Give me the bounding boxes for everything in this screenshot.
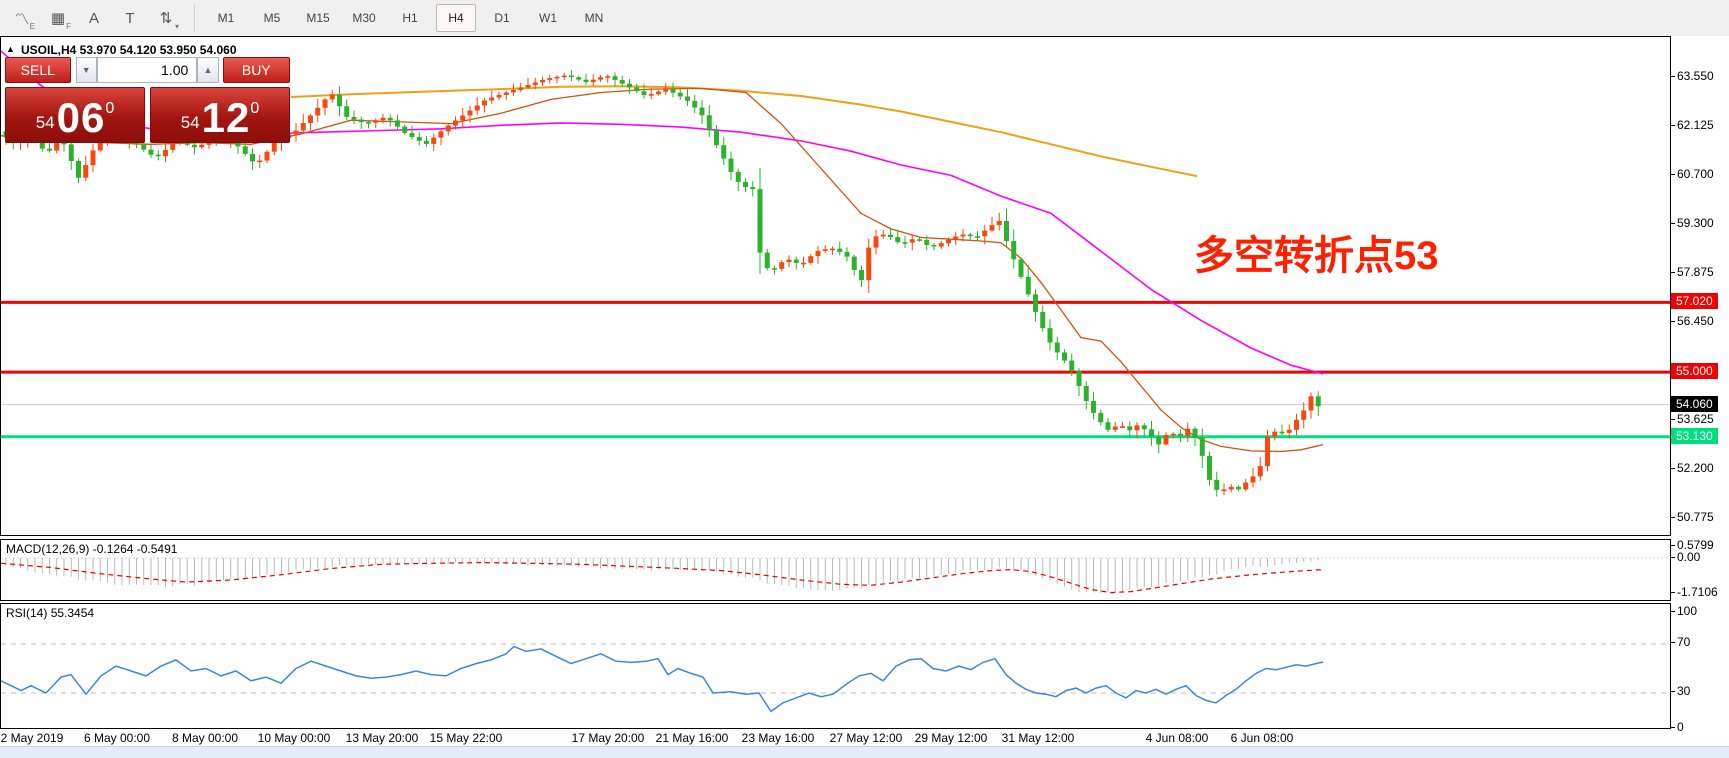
price-tick-label: 56.450 [1671, 314, 1714, 328]
price-level-badge: 53.130 [1671, 427, 1718, 444]
time-tick-label: 6 May 00:00 [83, 731, 151, 745]
chart-window: ▲ USOIL,H4 53.970 54.120 53.950 54.060 S… [0, 36, 1729, 758]
price-tick-label: 53.625 [1671, 412, 1714, 426]
macd-scale-label: 0.5799 [1671, 538, 1714, 552]
price-tick-label: 62.125 [1671, 118, 1714, 132]
price-tick-label: 63.550 [1671, 69, 1714, 83]
time-tick-label: 21 May 16:00 [655, 731, 729, 745]
time-tick-label: 13 May 20:00 [345, 731, 419, 745]
timeframe-button-d1[interactable]: D1 [494, 11, 510, 25]
timeframe-button-m15[interactable]: M15 [306, 11, 330, 25]
main-toolbar: 〽 E ▦ F A T ⇅ ▾ M1 M5 M15 M30 H1 H4 D1 W1 MN [0, 0, 1729, 37]
timeframe-button-h1[interactable]: H1 [402, 11, 418, 25]
buy-price-button[interactable]: 54 12 0 [150, 87, 290, 143]
sell-price-big-digits: 06 [56, 94, 106, 141]
macd-plot[interactable] [1, 540, 1670, 600]
time-tick-label: 2 May 2019 [0, 731, 64, 745]
buy-price-pip-digit: 0 [250, 100, 260, 117]
macd-label: MACD(12,26,9) -0.1264 -0.5491 [6, 542, 178, 556]
price-level-badge: 55.000 [1671, 363, 1718, 380]
arrows-objects-icon[interactable]: ⇅ ▾ [159, 10, 179, 31]
volume-input[interactable]: 1.00 [96, 57, 198, 83]
chart-annotation-text: 多空转折点53 [1194, 234, 1439, 278]
time-tick-label: 4 Jun 08:00 [1145, 731, 1209, 745]
buy-price-integer: 54 [180, 113, 200, 132]
time-tick-label: 10 May 00:00 [257, 731, 331, 745]
macd-scale-label: 0.00 [1670, 550, 1701, 564]
time-tick-label: 29 May 12:00 [914, 731, 988, 745]
macd-indicator-pane[interactable]: MACD(12,26,9) -0.1264 -0.5491 [0, 539, 1671, 601]
time-tick-label: 6 Jun 08:00 [1230, 731, 1294, 745]
timeframe-button-h4[interactable]: H4 [436, 4, 476, 32]
macd-scale-label: -1.7106 [1671, 585, 1718, 599]
sell-price-pip-digit: 0 [105, 100, 115, 117]
sell-price-integer: 54 [35, 113, 55, 132]
symbol-ohlc-header: USOIL,H4 53.970 54.120 53.950 54.060 [21, 43, 237, 57]
text-box-icon[interactable]: T [125, 9, 135, 27]
time-tick-label: 15 May 22:00 [429, 731, 503, 745]
timeframe-button-m30[interactable]: M30 [352, 11, 376, 25]
price-tick-label: 52.200 [1671, 461, 1714, 475]
rsi-indicator-pane[interactable]: RSI(14) 55.3454 [0, 603, 1671, 729]
one-click-trade-panel: SELL ▼ 1.00 ▲ BUY 54 06 0 54 12 0 [5, 57, 290, 143]
current-price-badge: 54.060 [1671, 395, 1718, 412]
timeframe-button-m1[interactable]: M1 [217, 11, 235, 25]
time-tick-label: 27 May 12:00 [829, 731, 903, 745]
timeframe-button-m5[interactable]: M5 [263, 11, 281, 25]
expert-advisor-icon[interactable]: 〽 E [14, 10, 35, 32]
time-tick-label: 31 May 12:00 [1001, 731, 1075, 745]
timeframe-button-mn[interactable]: MN [584, 11, 604, 25]
time-axis[interactable]: 2 May 2019 6 May 00:00 8 May 00:00 10 May 0… [0, 729, 1671, 746]
rsi-scale-label: 0 [1671, 720, 1684, 734]
drawing-tools-group: 〽 E ▦ F A T ⇅ ▾ [4, 4, 184, 32]
time-tick-label: 8 May 00:00 [171, 731, 239, 745]
rsi-scale-label: 70 [1670, 635, 1691, 649]
bottom-strip [0, 746, 1729, 758]
price-tick-label: 59.300 [1671, 216, 1714, 230]
text-label-icon[interactable]: A [88, 9, 99, 27]
price-tick-label: 60.700 [1671, 167, 1714, 181]
price-level-badge: 57.020 [1671, 293, 1718, 310]
sell-price-button[interactable]: 54 06 0 [5, 87, 145, 143]
rsi-scale-label: 100 [1670, 604, 1698, 618]
time-tick-label: 23 May 16:00 [741, 731, 815, 745]
time-tick-label: 17 May 20:00 [571, 731, 645, 745]
collapse-trade-panel-icon[interactable]: ▲ [6, 44, 15, 54]
rsi-plot[interactable] [1, 604, 1670, 728]
rsi-label: RSI(14) 55.3454 [6, 606, 95, 620]
timeframe-group: M1 M5 M15 M30 H1 H4 D1 W1 MN [203, 4, 617, 32]
volume-decrease-button[interactable]: ▼ [75, 57, 97, 83]
price-tick-label: 57.875 [1671, 265, 1714, 279]
rsi-scale-label: 30 [1670, 684, 1691, 698]
price-tick-label: 50.775 [1671, 510, 1714, 524]
sell-button[interactable]: SELL [5, 57, 71, 83]
buy-price-big-digits: 12 [201, 94, 251, 141]
price-scale[interactable]: 63.550 62.125 60.700 59.300 57.875 56.450 53.6… [1670, 36, 1729, 757]
buy-button[interactable]: BUY [222, 57, 290, 83]
timeframe-button-w1[interactable]: W1 [539, 11, 557, 25]
toolbar-separator [194, 4, 195, 32]
volume-increase-button[interactable]: ▲ [197, 57, 219, 83]
fibonacci-grid-icon[interactable]: ▦ F [50, 10, 71, 31]
price-chart-pane[interactable]: ▲ USOIL,H4 53.970 54.120 53.950 54.060 S… [0, 36, 1671, 536]
